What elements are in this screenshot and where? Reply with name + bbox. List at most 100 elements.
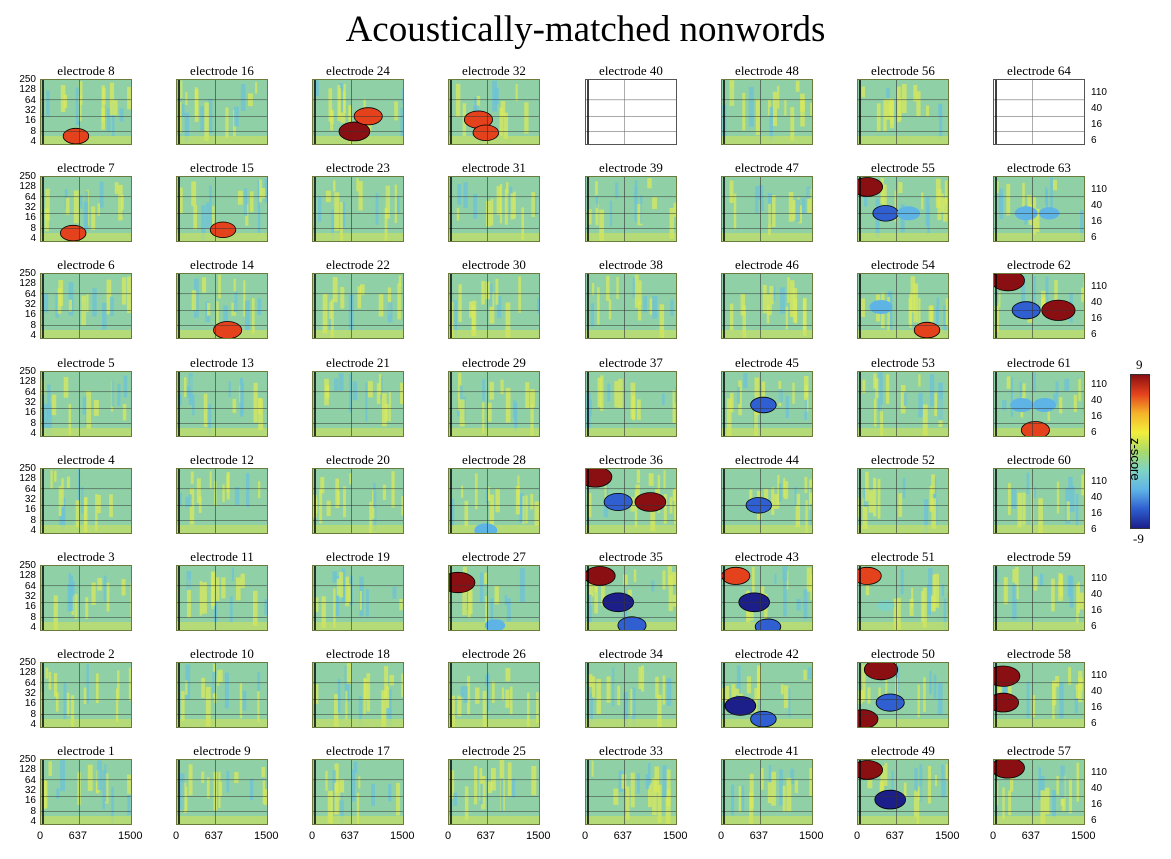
spectrogram-texture — [233, 278, 236, 301]
spectrogram-texture — [219, 669, 223, 683]
spectrogram-texture — [464, 786, 469, 821]
spectrogram-texture — [503, 112, 509, 139]
y-tick-right: 16 — [1091, 799, 1103, 810]
spectrogram-electrode-17 — [312, 759, 404, 825]
spectrogram-texture — [474, 766, 478, 805]
spectrogram-texture — [81, 486, 84, 514]
spectrogram-texture — [212, 671, 217, 694]
panel-label-electrode-29: electrode 29 — [462, 355, 526, 370]
zscore-cluster-electrode-50-2 — [858, 709, 879, 727]
spectrogram-texture — [918, 298, 921, 332]
spectrogram-texture — [460, 686, 464, 697]
y-tick-left: 8 — [30, 125, 36, 137]
spectrogram-texture — [55, 293, 59, 318]
spectrogram-texture — [54, 470, 57, 482]
spectrogram-electrode-7 — [40, 176, 132, 242]
spectrogram-texture — [943, 305, 947, 334]
panel-label-electrode-24: electrode 24 — [326, 63, 390, 78]
spectrogram-electrode-49 — [857, 759, 949, 825]
spectrogram-texture — [937, 188, 942, 220]
spectrogram-texture — [938, 382, 943, 421]
spectrogram-texture — [876, 103, 881, 132]
y-tick-right: 40 — [1091, 103, 1103, 114]
spectrogram-texture — [250, 191, 254, 212]
spectrogram-texture — [515, 83, 518, 102]
low-frequency-band — [41, 330, 131, 338]
spectrogram-texture — [1075, 684, 1081, 699]
spectrogram-texture — [663, 494, 667, 524]
spectrogram-texture — [127, 86, 131, 110]
y-tick-left: 16 — [24, 115, 36, 127]
spectrogram-texture — [53, 673, 58, 697]
spectrogram-texture — [184, 112, 190, 142]
low-frequency-band — [722, 816, 812, 824]
spectrogram-texture — [1026, 681, 1030, 719]
spectrogram-texture — [918, 374, 921, 387]
zscore-cluster-electrode-58-1 — [994, 692, 1019, 713]
low-frequency-band — [449, 428, 539, 436]
spectrogram-texture — [191, 290, 197, 311]
spectrogram-texture — [482, 690, 487, 727]
spectrogram-texture — [507, 762, 512, 796]
spectrogram-texture — [382, 484, 386, 501]
spectrogram-texture — [1059, 682, 1064, 719]
spectrogram-texture — [499, 107, 504, 136]
spectrogram-texture — [636, 399, 641, 420]
spectrogram-texture — [748, 86, 754, 127]
spectrogram-texture — [929, 305, 934, 323]
spectrogram-texture — [401, 496, 403, 516]
spectrogram-texture — [903, 782, 907, 798]
zscore-cluster-electrode-54-0 — [869, 300, 893, 314]
panel-label-electrode-8: electrode 8 — [57, 63, 115, 78]
spectrogram-texture — [789, 280, 795, 318]
y-tick-left: 4 — [30, 428, 36, 439]
spectrogram-texture — [402, 89, 403, 105]
spectrogram-texture — [106, 279, 112, 315]
spectrogram-electrode-62 — [993, 273, 1085, 339]
spectrogram-electrode-22 — [312, 273, 404, 339]
spectrogram-texture — [801, 198, 806, 214]
spectrogram-texture — [102, 770, 106, 810]
x-tick: 637 — [340, 830, 359, 842]
y-tick-left: 250 — [19, 463, 36, 474]
spectrogram-electrode-47 — [721, 176, 813, 242]
spectrogram-texture — [914, 768, 918, 793]
y-tick-left: 32 — [24, 105, 36, 116]
spectrogram-texture — [772, 195, 776, 227]
spectrogram-texture — [348, 294, 354, 331]
low-frequency-band — [994, 525, 1084, 533]
spectrogram-texture — [525, 495, 528, 524]
spectrogram-texture — [121, 579, 126, 596]
y-tick-left: 8 — [30, 417, 36, 429]
spectrogram-texture — [378, 293, 384, 317]
spectrogram-electrode-54 — [857, 273, 949, 339]
spectrogram-texture — [208, 403, 212, 435]
spectrogram-texture — [910, 276, 916, 313]
spectrogram-texture — [790, 107, 795, 141]
spectrogram-texture — [885, 374, 890, 404]
spectrogram-electrode-25 — [448, 759, 540, 825]
panel-label-electrode-48: electrode 48 — [735, 63, 799, 78]
spectrogram-texture — [742, 305, 746, 338]
y-tick-right: 110 — [1091, 767, 1107, 778]
y-tick-left: 4 — [30, 136, 36, 147]
spectrogram-texture — [314, 499, 318, 514]
spectrogram-texture — [261, 188, 266, 199]
spectrogram-texture — [893, 598, 899, 630]
spectrogram-texture — [665, 789, 671, 824]
spectrogram-electrode-32 — [448, 79, 540, 145]
spectrogram-electrode-64 — [993, 79, 1085, 145]
spectrogram-texture — [450, 301, 456, 338]
spectrogram-texture — [725, 685, 730, 710]
spectrogram-texture — [348, 584, 351, 603]
spectrogram-texture — [530, 493, 534, 510]
y-tick-right: 40 — [1091, 395, 1103, 406]
spectrogram-texture — [1040, 790, 1046, 824]
spectrogram-texture — [999, 188, 1004, 220]
spectrogram-texture — [760, 200, 764, 211]
spectrogram-texture — [97, 203, 101, 216]
spectrogram-texture — [785, 306, 789, 330]
spectrogram-texture — [471, 300, 477, 337]
spectrogram-texture — [647, 783, 652, 808]
spectrogram-texture — [97, 578, 103, 591]
